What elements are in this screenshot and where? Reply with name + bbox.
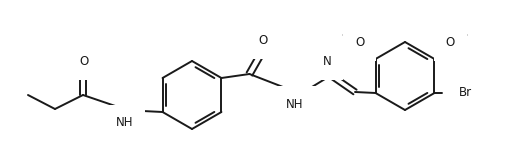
Text: N: N [322,55,331,68]
Text: O: O [258,34,268,47]
Text: Methoxy: Methoxy [328,26,333,28]
Text: O: O [355,36,364,50]
Text: Br: Br [459,87,472,99]
Text: NH: NH [286,98,304,111]
Text: NH: NH [116,116,134,130]
Text: O: O [446,36,455,50]
Text: O: O [79,55,88,68]
